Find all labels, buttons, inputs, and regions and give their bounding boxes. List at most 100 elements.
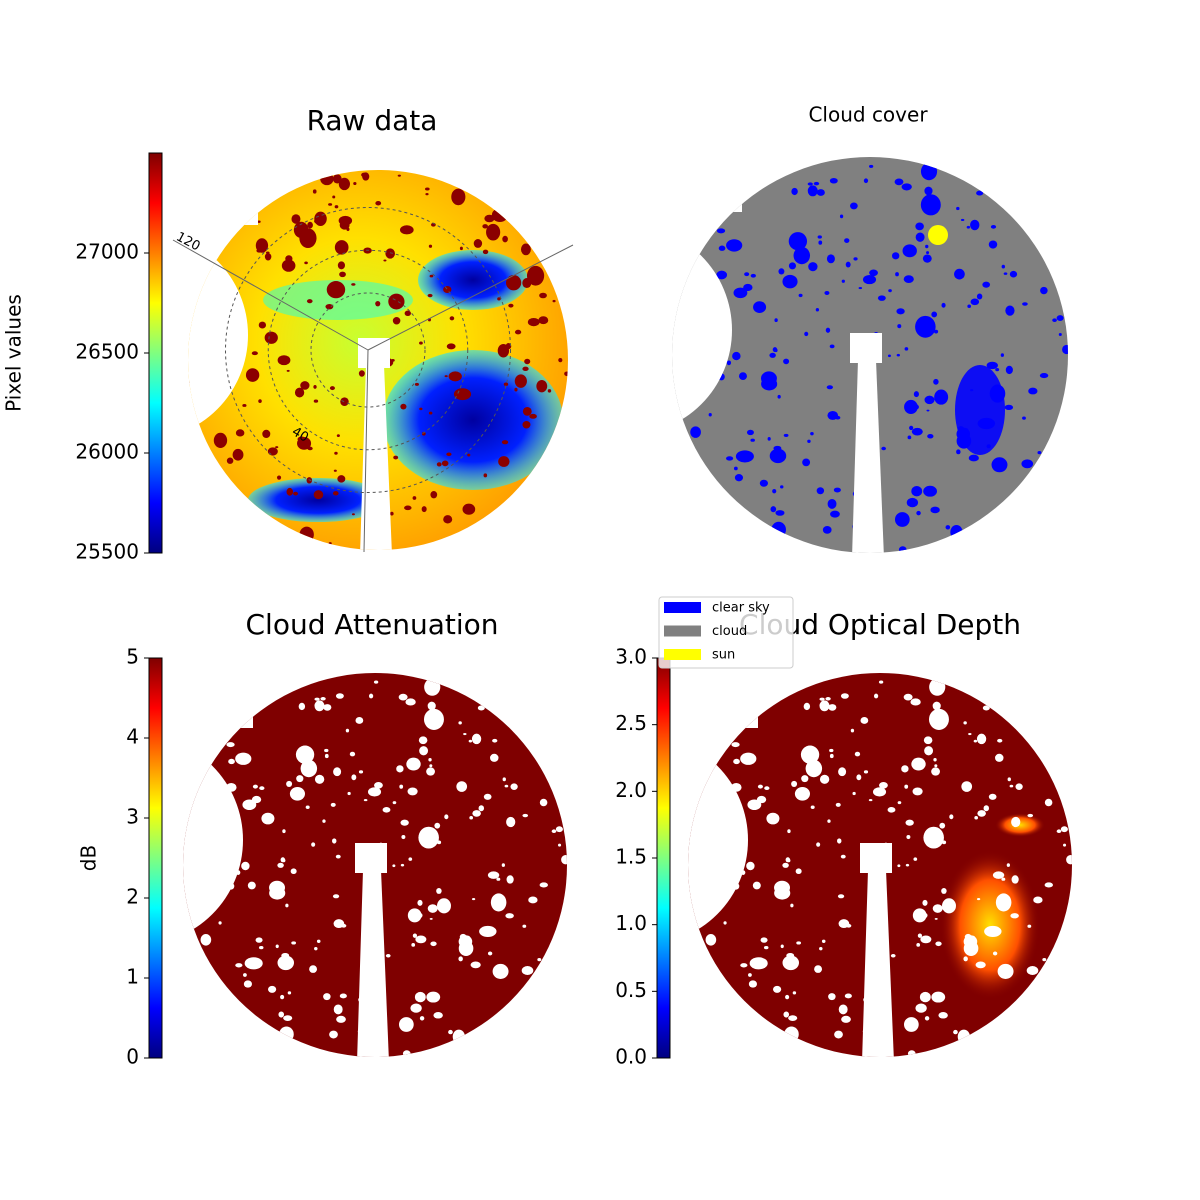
spot <box>314 697 320 701</box>
polar-spoke <box>172 239 369 351</box>
spot <box>929 678 946 696</box>
spot <box>829 344 835 349</box>
spot <box>1044 798 1053 807</box>
spot <box>347 791 351 796</box>
spot <box>1028 387 1038 395</box>
spot <box>418 736 428 745</box>
spot <box>313 385 317 389</box>
spot <box>335 693 344 699</box>
spot <box>769 448 787 464</box>
spot <box>419 1016 425 1021</box>
spot <box>351 513 355 516</box>
spot <box>956 206 960 211</box>
spot <box>287 991 292 995</box>
spot <box>404 310 411 316</box>
spot <box>747 799 762 811</box>
spot <box>487 871 500 879</box>
spot <box>417 899 423 906</box>
polar-spoke <box>367 244 574 351</box>
spot <box>358 770 364 774</box>
legend: clear sky cloud sun <box>658 596 794 669</box>
colorbar <box>656 657 671 1059</box>
spot <box>235 752 252 765</box>
spot <box>473 239 483 248</box>
legend-swatch <box>664 602 701 613</box>
spot <box>818 240 823 245</box>
spot <box>295 745 315 764</box>
spot <box>528 896 538 904</box>
spot <box>329 386 335 391</box>
colorbar-label: Pixel values <box>2 294 26 412</box>
spot <box>801 775 809 783</box>
spot <box>400 403 407 410</box>
spot <box>505 913 514 919</box>
spot <box>258 946 264 950</box>
spot <box>290 868 297 875</box>
spot <box>277 355 291 366</box>
spot <box>1009 270 1018 278</box>
spot <box>407 787 418 796</box>
spot <box>325 303 334 310</box>
spot <box>903 1017 919 1032</box>
spot <box>774 318 778 323</box>
spot <box>794 787 811 801</box>
spot <box>968 732 972 736</box>
spot <box>294 387 305 398</box>
spot <box>451 188 466 206</box>
spot <box>368 693 374 699</box>
spot <box>766 812 780 825</box>
spot <box>1042 957 1047 962</box>
hot-region <box>995 813 1045 837</box>
spot <box>887 807 896 813</box>
spot <box>748 980 757 988</box>
spot <box>1001 877 1006 881</box>
spot <box>341 923 347 928</box>
spot <box>850 202 858 210</box>
spot <box>976 190 984 196</box>
spot <box>829 753 834 759</box>
spot <box>427 293 433 298</box>
spot <box>477 705 485 711</box>
spot <box>514 329 522 335</box>
spot <box>922 254 932 263</box>
spot <box>931 991 946 1003</box>
colorbar <box>148 657 163 1059</box>
spot <box>819 774 830 784</box>
panel: Cloud cover <box>672 103 1068 553</box>
blue-region <box>383 350 563 490</box>
spot <box>1005 365 1013 375</box>
spot <box>275 446 279 449</box>
spot <box>1003 272 1008 275</box>
spot <box>988 793 997 800</box>
spot <box>419 407 423 411</box>
spot <box>399 784 404 789</box>
legend-label: cloud <box>712 624 747 639</box>
spot <box>949 814 954 820</box>
spot <box>825 327 831 333</box>
spot <box>314 700 325 712</box>
spot <box>933 758 937 762</box>
spot <box>830 510 840 518</box>
spot <box>911 427 923 436</box>
spot <box>941 840 947 845</box>
spot <box>385 953 391 958</box>
spot <box>828 704 837 711</box>
spot <box>247 881 256 890</box>
spot <box>892 252 900 260</box>
spot <box>482 224 488 229</box>
spot <box>934 764 938 768</box>
spot <box>858 286 863 290</box>
spot <box>782 862 789 868</box>
spot <box>924 395 935 405</box>
spot <box>421 506 427 513</box>
spot <box>339 271 346 278</box>
spot <box>817 235 822 239</box>
spot <box>982 281 991 288</box>
polar-ring <box>267 249 469 451</box>
spot <box>995 753 1004 762</box>
spot <box>1011 816 1021 828</box>
spot <box>915 232 925 242</box>
spot <box>906 834 911 840</box>
blue-region <box>248 478 388 522</box>
spot <box>412 496 417 500</box>
